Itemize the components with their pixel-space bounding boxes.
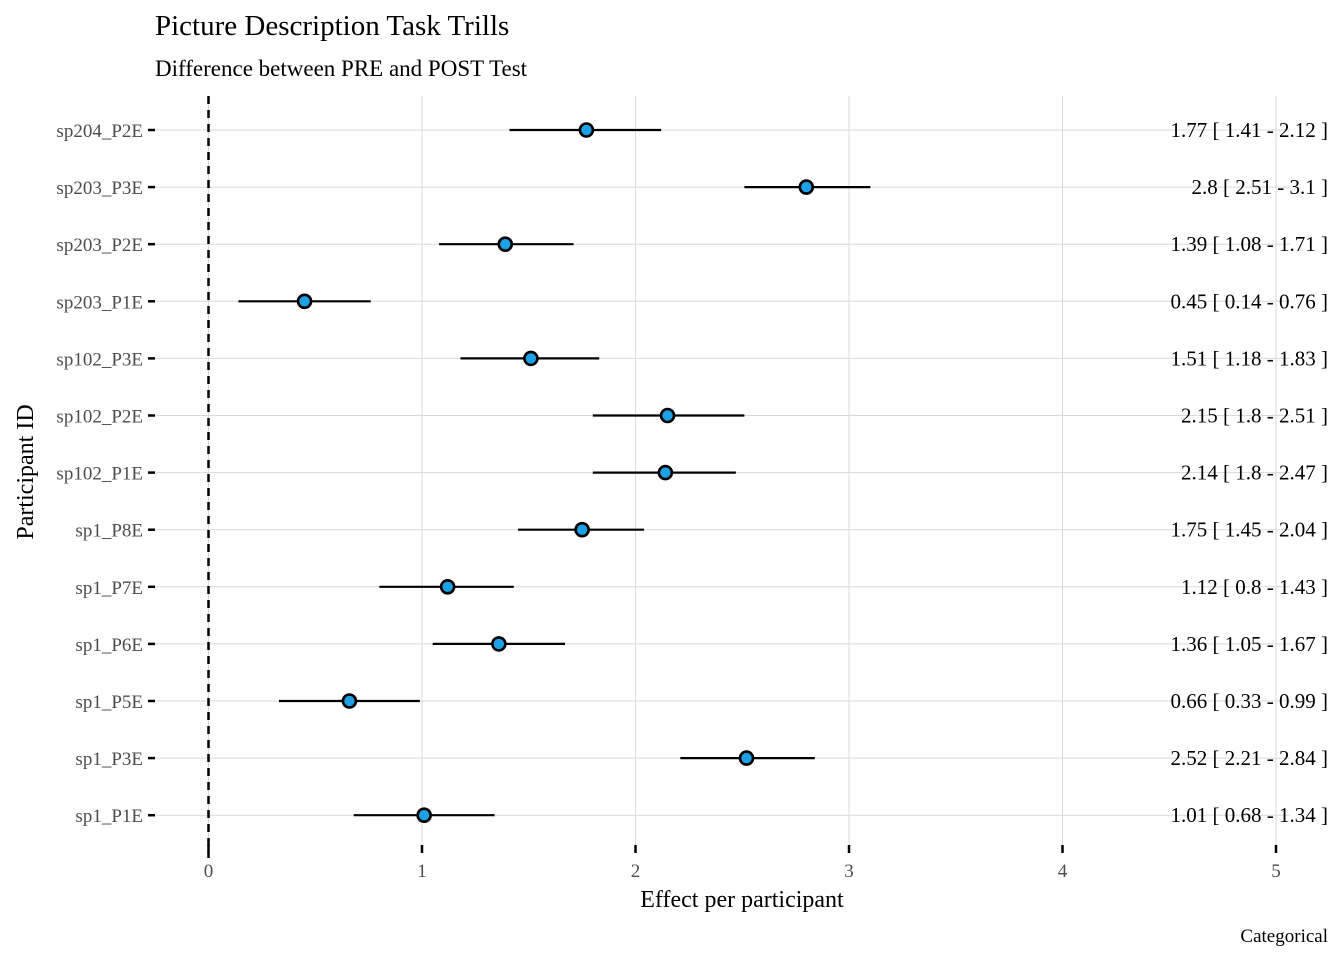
estimate-labels: 1.77 [ 1.41 - 2.12 ] 2.8 [ 2.51 - 3.1 ] 1.… — [1171, 118, 1328, 827]
y-tick-label: sp102_P2E — [56, 407, 143, 428]
y-tick-label: sp204_P2E — [56, 121, 143, 142]
x-tick-label: 4 — [1058, 861, 1068, 882]
x-tick-label: 2 — [631, 861, 641, 882]
estimate-point — [798, 179, 815, 195]
estimate-point — [491, 636, 507, 652]
estimate-point — [574, 521, 590, 538]
estimate-label: 1.75 [ 1.45 - 2.04 ] — [1171, 518, 1328, 542]
estimate-point — [523, 350, 539, 367]
x-tick-label: 1 — [417, 861, 427, 882]
x-tick-label: 3 — [844, 861, 854, 882]
estimate-label: 1.77 [ 1.41 - 2.12 ] — [1171, 118, 1328, 142]
y-tick-label: sp1_P7E — [75, 578, 143, 599]
y-tick-label: sp1_P5E — [75, 692, 143, 713]
estimate-point — [439, 578, 456, 595]
estimate-point — [341, 693, 358, 709]
x-tick-label: 5 — [1271, 861, 1281, 882]
x-axis: 0 1 2 3 4 5 — [204, 845, 1281, 882]
y-tick-label: sp203_P1E — [56, 292, 143, 313]
y-tick-label: sp203_P3E — [56, 178, 143, 199]
estimate-point — [657, 464, 674, 481]
estimate-label: 0.45 [ 0.14 - 0.76 ] — [1171, 289, 1328, 313]
y-tick-label: sp1_P3E — [75, 749, 143, 770]
estimate-point — [578, 122, 595, 138]
plot-marks — [238, 122, 871, 824]
chart-caption: Categorical — [1240, 926, 1328, 947]
estimate-label: 2.15 [ 1.8 - 2.51 ] — [1181, 404, 1328, 428]
estimate-label: 0.66 [ 0.33 - 0.99 ] — [1171, 689, 1328, 713]
estimate-label: 1.39 [ 1.08 - 1.71 ] — [1171, 232, 1328, 256]
estimate-label: 2.14 [ 1.8 - 2.47 ] — [1181, 461, 1328, 485]
estimate-label: 2.52 [ 2.21 - 2.84 ] — [1171, 746, 1328, 770]
y-axis: sp204_P2E sp203_P3E sp203_P2E sp203_P1E sp10… — [56, 121, 155, 827]
estimate-label: 1.36 [ 1.05 - 1.67 ] — [1171, 632, 1328, 656]
estimate-point — [738, 750, 755, 766]
gridlines — [155, 96, 1290, 845]
estimate-point — [296, 293, 313, 310]
y-axis-label: Participant ID — [13, 404, 39, 539]
y-tick-label: sp203_P2E — [56, 235, 143, 256]
y-tick-label: sp102_P3E — [56, 349, 143, 370]
estimate-label: 1.51 [ 1.18 - 1.83 ] — [1171, 346, 1328, 370]
chart-subtitle: Difference between PRE and POST Test — [155, 56, 528, 81]
y-tick-label: sp1_P6E — [75, 635, 143, 656]
x-tick-label: 0 — [204, 861, 214, 882]
y-tick-label: sp1_P8E — [75, 521, 143, 542]
estimate-point — [416, 807, 432, 824]
y-tick-label: sp1_P1E — [75, 806, 143, 827]
chart-title: Picture Description Task Trills — [155, 10, 509, 42]
estimate-label: 2.8 [ 2.51 - 3.1 ] — [1192, 175, 1328, 199]
x-axis-label: Effect per participant — [640, 887, 844, 913]
estimate-point — [497, 236, 514, 252]
estimate-point — [659, 407, 676, 424]
y-tick-label: sp102_P1E — [56, 464, 143, 485]
estimate-label: 1.01 [ 0.68 - 1.34 ] — [1171, 803, 1328, 827]
estimate-label: 1.12 [ 0.8 - 1.43 ] — [1181, 575, 1328, 599]
